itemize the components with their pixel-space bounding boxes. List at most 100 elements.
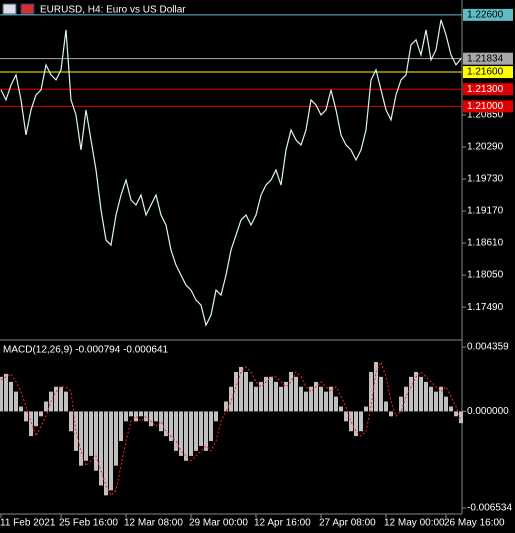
y-tick-label: 1.19730: [467, 174, 504, 185]
symbol-icons: [2, 3, 35, 15]
histogram-bar: [344, 411, 348, 422]
histogram-bar: [139, 411, 143, 417]
histogram-bar: [104, 411, 108, 496]
signal-line: [0, 360, 462, 497]
histogram-bar: [189, 411, 193, 456]
histogram-bar: [349, 411, 353, 432]
histogram-bar: [399, 396, 403, 412]
histogram-bar: [309, 386, 313, 412]
histogram-bar: [379, 376, 383, 412]
histogram-bar: [129, 411, 133, 417]
histogram-bar: [214, 411, 218, 422]
histogram-bar: [289, 371, 293, 412]
histogram-bar: [304, 391, 308, 412]
histogram-bar: [254, 386, 258, 412]
histogram-bar: [109, 411, 113, 491]
y-tick-label: 1.20290: [467, 142, 504, 153]
histogram-bar: [224, 401, 228, 412]
histogram-bar: [274, 381, 278, 412]
histogram-bar: [319, 386, 323, 412]
histogram-bar: [44, 401, 48, 412]
price-level-label: 1.21834: [467, 53, 504, 64]
price-line: [0, 19, 462, 327]
histogram-bar: [384, 401, 388, 412]
histogram-bar: [84, 411, 88, 461]
histogram-bar: [184, 411, 188, 461]
histogram-bar: [339, 406, 343, 412]
histogram-bar: [284, 381, 288, 412]
histogram-bar: [9, 381, 13, 412]
price-level-label: 1.21600: [467, 67, 504, 78]
histogram-bar: [179, 411, 183, 456]
histogram-bar: [4, 373, 8, 412]
histogram-bar: [449, 406, 453, 412]
histogram-bar: [234, 371, 238, 412]
y-tick-label: 0.000000: [467, 406, 509, 417]
x-tick-label: 11 Feb 2021: [0, 518, 56, 529]
histogram-bar: [264, 376, 268, 412]
y-tick-label: 1.18610: [467, 238, 504, 249]
histogram-bar: [134, 411, 138, 422]
x-tick-label: 25 Feb 16:00: [59, 518, 118, 529]
histogram-bar: [359, 411, 363, 432]
histogram-bar: [279, 386, 283, 412]
histogram-bar: [19, 406, 23, 412]
histogram-bar: [314, 381, 318, 412]
histogram-bar: [324, 391, 328, 412]
histogram-bar: [79, 411, 83, 466]
histogram-bar: [439, 386, 443, 412]
histogram-bar: [174, 411, 178, 451]
histogram-bar: [114, 411, 118, 466]
price-level-label: 1.21300: [467, 84, 504, 95]
histogram-bar: [99, 411, 103, 486]
histogram-bar: [159, 411, 163, 432]
histogram-bar: [199, 411, 203, 447]
histogram-bar: [209, 411, 213, 441]
x-tick-label: 12 Mar 08:00: [124, 518, 183, 529]
price-level-tag: [463, 100, 513, 113]
histogram-bar: [54, 386, 58, 412]
price-level-tag: [463, 8, 513, 21]
histogram-bar: [259, 381, 263, 412]
histogram-bar: [244, 371, 248, 412]
histogram-bar: [29, 411, 33, 437]
x-tick-label: 12 Apr 16:00: [254, 518, 311, 529]
price-level-tag: [463, 66, 513, 79]
x-tick-label: 29 Mar 00:00: [189, 518, 248, 529]
y-tick-label: 0.004359: [467, 342, 509, 353]
price-level-label: 1.21000: [467, 101, 504, 112]
histogram-bar: [354, 411, 358, 437]
histogram-bar: [329, 386, 333, 412]
histogram-bar: [89, 411, 93, 456]
histogram-bar: [434, 391, 438, 412]
histogram-bar: [299, 386, 303, 412]
indicator-title: MACD(12,26,9) -0.000794 -0.000641: [3, 345, 169, 356]
histogram-bar: [374, 362, 378, 412]
histogram-bar: [454, 411, 458, 417]
histogram-bar: [409, 376, 413, 412]
histogram-bar: [404, 386, 408, 412]
histogram-bar: [414, 371, 418, 412]
histogram-bar: [429, 386, 433, 412]
histogram-bar: [419, 376, 423, 412]
histogram-bar: [369, 371, 373, 412]
histogram-bar: [364, 406, 368, 412]
price-level-tag: [463, 52, 513, 65]
histogram-bar: [389, 411, 393, 417]
histogram-bar: [34, 411, 38, 427]
histogram-bar: [149, 411, 153, 427]
histogram-bar: [459, 411, 463, 424]
histogram-bar: [0, 376, 3, 412]
histogram-bar: [164, 411, 168, 437]
y-tick-label: 1.18050: [467, 270, 504, 281]
histogram-bar: [69, 411, 73, 432]
histogram-bar: [239, 366, 243, 412]
y-tick-label: 1.17490: [467, 302, 504, 313]
histogram-bar: [249, 381, 253, 412]
histogram-bar: [444, 396, 448, 412]
histogram-bar: [119, 411, 123, 441]
histogram-bar: [24, 411, 28, 422]
